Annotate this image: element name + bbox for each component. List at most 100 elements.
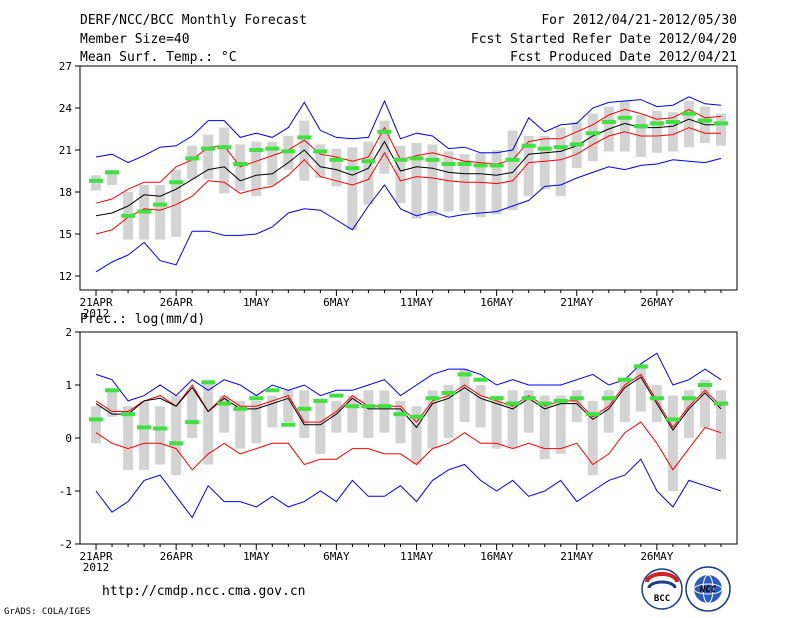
- temperature-box-day-25: [475, 152, 486, 218]
- temperature-median-day-24: [457, 162, 472, 166]
- precipitation-median-day-22: [425, 396, 440, 401]
- temperature-box-day-21: [411, 143, 422, 219]
- precipitation-median-day-27: [505, 401, 520, 406]
- temperature-median-day-28: [521, 143, 536, 148]
- source-url[interactable]: http://cmdp.ncc.cma.gov.cn: [102, 584, 306, 599]
- precipitation-line-spread_lower: [95, 421, 722, 471]
- temperature-median-day-2: [105, 170, 120, 175]
- precipitation-xtick-label-11MAY: 11MAY: [400, 550, 433, 563]
- precipitation-median-day-36: [649, 396, 664, 401]
- precipitation-box-day-12: [267, 395, 278, 428]
- precipitation-xtick-label-26APR: 26APR: [160, 550, 193, 563]
- temperature-box-day-22: [427, 144, 438, 216]
- precipitation-median-day-34: [617, 377, 632, 382]
- precipitation-median-day-9: [217, 401, 232, 406]
- grads-credit: GrADS: COLA/IGES: [4, 607, 91, 617]
- temperature-box-day-36: [651, 110, 662, 153]
- precipitation-box-day-39: [699, 379, 710, 428]
- temperature-median-day-30: [553, 145, 568, 150]
- precipitation-median-day-4: [137, 425, 152, 430]
- temperature-box-day-10: [235, 144, 246, 191]
- precipitation-median-day-24: [457, 372, 472, 377]
- temperature-median-day-23: [441, 162, 456, 166]
- precipitation-box-day-38: [683, 390, 694, 438]
- precipitation-box-day-5: [155, 406, 166, 465]
- precipitation-median-day-32: [585, 412, 600, 417]
- temperature-median-day-25: [473, 163, 488, 168]
- precipitation-median-day-29: [537, 401, 552, 406]
- precipitation-median-day-13: [281, 422, 296, 427]
- precipitation-ytick-label--1: -1: [59, 485, 72, 498]
- precipitation-median-day-17: [345, 404, 360, 409]
- precipitation-median-day-2: [105, 388, 120, 393]
- precipitation-box-day-6: [171, 395, 182, 476]
- precipitation-box-day-2: [107, 390, 118, 417]
- precipitation-box-day-3: [123, 406, 134, 470]
- precipitation-median-day-25: [473, 377, 488, 382]
- temperature-median-day-12: [265, 146, 280, 151]
- temperature-box-day-28: [523, 136, 534, 197]
- temperature-median-day-29: [537, 146, 552, 151]
- temperature-median-day-13: [281, 149, 296, 154]
- precipitation-median-day-1: [89, 417, 104, 422]
- temperature-line-mean: [95, 118, 721, 217]
- temperature-box-day-19: [379, 120, 390, 174]
- temperature-box-day-5: [155, 185, 166, 240]
- temperature-box-day-20: [395, 145, 406, 204]
- temperature-median-day-8: [201, 146, 216, 151]
- temperature-box-day-38: [683, 101, 694, 148]
- precipitation-box-day-18: [363, 390, 374, 438]
- temperature-median-day-20: [393, 157, 408, 162]
- precipitation-box-day-14: [299, 390, 310, 438]
- precipitation-ytick-label-1: 1: [65, 379, 72, 392]
- variable-label: Mean Surf. Temp.: °C: [80, 50, 237, 65]
- precipitation-median-day-30: [553, 398, 568, 403]
- temperature-median-day-1: [89, 178, 104, 183]
- temperature-box-day-26: [491, 150, 502, 215]
- precipitation-median-day-12: [265, 388, 280, 393]
- temperature-plot-frame: [79, 65, 738, 291]
- fcst-started-label: Fcst Started Refer Date 2012/04/20: [471, 32, 737, 47]
- precipitation-median-day-8: [201, 380, 216, 385]
- precipitation-box-day-32: [587, 400, 598, 476]
- temperature-xtick-label-6MAY: 6MAY: [323, 296, 350, 309]
- precipitation-median-day-5: [153, 426, 168, 431]
- precipitation-median-day-15: [313, 398, 328, 403]
- temperature-median-day-10: [233, 162, 248, 166]
- precipitation-median-day-18: [361, 404, 376, 409]
- precipitation-box-day-33: [603, 390, 614, 433]
- temperature-box-day-6: [171, 169, 182, 237]
- precipitation-box-day-40: [715, 390, 726, 460]
- temperature-median-day-37: [665, 120, 680, 124]
- precipitation-box-day-22: [427, 390, 438, 449]
- temperature-box-day-2: [107, 169, 118, 185]
- temperature-median-day-19: [377, 129, 392, 134]
- temperature-median-day-15: [313, 149, 328, 154]
- temperature-box-day-40: [715, 113, 726, 146]
- precipitation-box-day-16: [331, 400, 342, 433]
- precipitation-xtick-year: 2012: [83, 561, 110, 574]
- temperature-box-day-7: [187, 145, 198, 180]
- temperature-box-day-18: [363, 141, 374, 205]
- temperature-median-day-38: [681, 111, 696, 116]
- precipitation-box-day-37: [667, 395, 678, 491]
- precipitation-median-day-23: [441, 390, 456, 395]
- temperature-box-day-1: [91, 175, 102, 191]
- precipitation-ytick-label-0: 0: [65, 432, 72, 445]
- precipitation-median-day-31: [569, 396, 584, 401]
- temperature-median-day-40: [713, 121, 728, 126]
- temperature-box-day-37: [667, 112, 678, 152]
- precipitation-box-day-28: [523, 390, 534, 433]
- precipitation-xtick-label-1MAY: 1MAY: [243, 550, 270, 563]
- precipitation-box-day-31: [571, 390, 582, 423]
- precipitation-line-max: [95, 352, 722, 402]
- fcst-produced-label: Fcst Produced Date 2012/04/21: [510, 50, 737, 65]
- temperature-line-min: [95, 157, 722, 273]
- temperature-box-day-15: [315, 144, 326, 178]
- precipitation-box-day-4: [139, 400, 150, 470]
- precipitation-median-day-35: [633, 364, 648, 369]
- temperature-median-day-5: [153, 202, 168, 207]
- precipitation-box-day-25: [475, 385, 486, 428]
- precipitation-box-day-34: [619, 379, 630, 423]
